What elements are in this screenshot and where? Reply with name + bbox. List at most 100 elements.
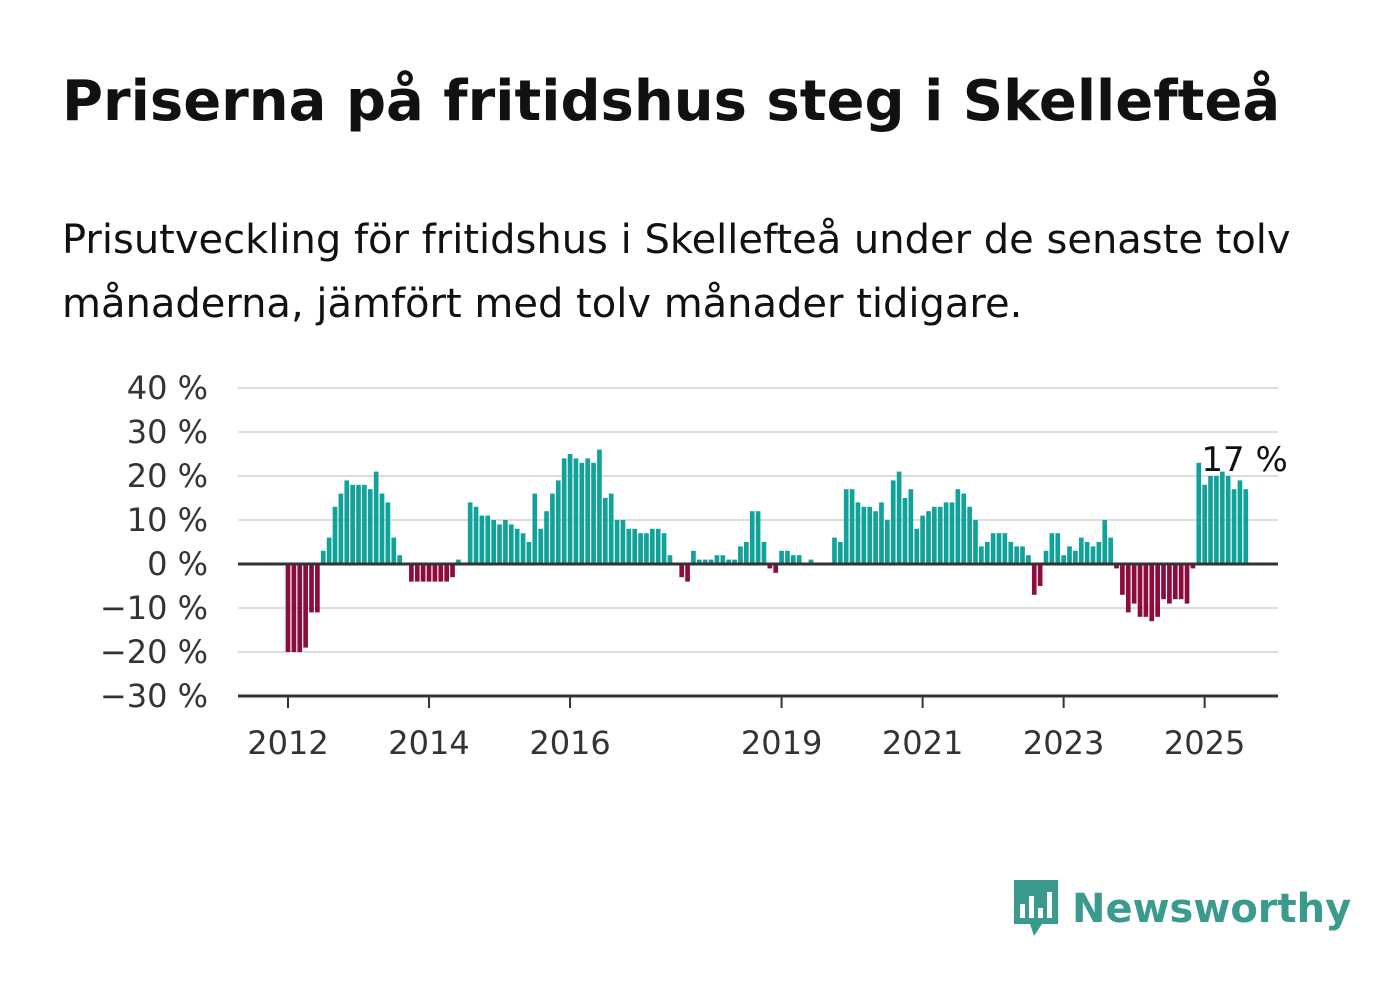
bar [356, 484, 361, 564]
bar [743, 542, 749, 564]
bar [967, 506, 972, 564]
bar [1090, 546, 1096, 564]
x-tick-label: 2023 [1023, 724, 1104, 762]
bar [1184, 564, 1190, 604]
bar [926, 511, 931, 564]
axes [238, 562, 1278, 698]
bar [291, 564, 297, 652]
bar [790, 555, 796, 564]
bar [902, 498, 908, 564]
bar [879, 502, 884, 564]
bar [602, 498, 608, 564]
x-tick-label: 2014 [388, 724, 469, 762]
bar [914, 528, 920, 564]
bar [832, 537, 837, 564]
bar [1067, 546, 1072, 564]
y-axis-ticks: 40 % 30 % 20 % 10 % 0 % −10 % −20 % −30 % [100, 369, 208, 715]
bar [896, 471, 902, 564]
bar [1049, 533, 1055, 564]
bar [385, 502, 391, 564]
bar [961, 493, 967, 564]
bar [885, 520, 890, 564]
bar [1219, 471, 1225, 564]
bar [473, 506, 479, 564]
bar [661, 533, 667, 564]
bar [726, 559, 732, 564]
bar [397, 555, 402, 564]
bar [514, 528, 520, 564]
bar [696, 559, 702, 564]
bar [597, 449, 602, 564]
bar [796, 555, 802, 564]
bar [667, 555, 673, 564]
bar [702, 559, 708, 564]
bar [573, 458, 579, 564]
bar [1002, 533, 1008, 564]
y-tick-label: 40 % [127, 369, 208, 407]
bar [1161, 564, 1166, 600]
bar [1055, 533, 1061, 564]
bar [550, 493, 555, 564]
bar [303, 564, 308, 648]
bar [1167, 564, 1172, 604]
bar [467, 502, 473, 564]
bar [908, 489, 914, 564]
bar [620, 520, 626, 564]
bar [561, 458, 567, 564]
bar [1084, 542, 1090, 564]
bar [350, 484, 355, 564]
bar [838, 542, 843, 564]
bar [608, 493, 614, 564]
bar [503, 520, 508, 564]
bar [432, 564, 438, 582]
bar [920, 515, 925, 564]
bar [761, 542, 767, 564]
bar [691, 550, 696, 564]
bar [955, 489, 961, 564]
bar [749, 511, 755, 564]
bar [426, 564, 432, 582]
bar [1196, 462, 1202, 564]
chart-title: Priserna på fritidshus steg i Skellefteå [62, 69, 1281, 134]
bar [1178, 564, 1184, 600]
bar [873, 511, 878, 564]
bar [685, 564, 690, 582]
bar [379, 493, 385, 564]
bar [773, 564, 779, 573]
bar [1172, 564, 1178, 600]
bar [1026, 555, 1031, 564]
bar [679, 564, 685, 578]
bar [1225, 476, 1231, 564]
bar [1214, 476, 1219, 564]
bar [1120, 564, 1125, 595]
bar [362, 484, 367, 564]
newsworthy-logo: Newsworthy [1010, 878, 1351, 940]
bar [937, 506, 943, 564]
bar [1096, 542, 1102, 564]
bar [367, 489, 373, 564]
bar [638, 533, 643, 564]
bar [990, 533, 996, 564]
x-tick-label: 2019 [741, 724, 822, 762]
bar [855, 502, 861, 564]
bar [420, 564, 426, 582]
bar [391, 537, 397, 564]
bar [532, 493, 538, 564]
bar [520, 533, 526, 564]
bar [1149, 564, 1155, 622]
bar [1037, 564, 1043, 586]
bar [1014, 546, 1019, 564]
bar [655, 528, 661, 564]
bar [1008, 542, 1014, 564]
bar [409, 564, 414, 582]
bar [1043, 550, 1049, 564]
bar [1031, 564, 1037, 595]
bar [1108, 537, 1113, 564]
bar [579, 462, 585, 564]
bar [1073, 550, 1078, 564]
x-tick-label: 2012 [247, 724, 328, 762]
bar [1143, 564, 1149, 617]
chart-subtitle: Prisutveckling för fritidshus i Skelleft… [62, 217, 1291, 327]
bar [649, 528, 655, 564]
bar [1208, 476, 1213, 564]
